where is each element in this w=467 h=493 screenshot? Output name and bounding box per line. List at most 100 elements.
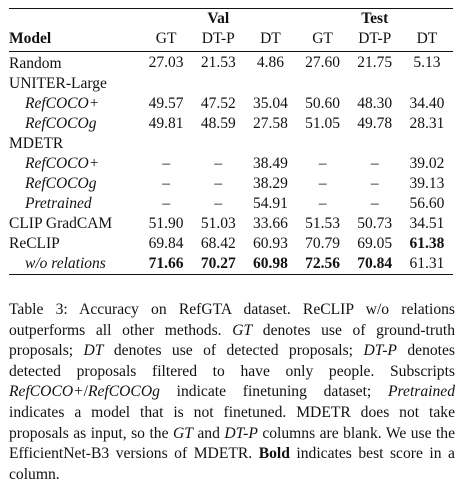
table-cell: 48.59 — [200, 115, 236, 132]
table-row: RefCOCO+ – – 38.49 – – 39.02 — [9, 154, 453, 174]
caption-term-gt: GT — [232, 321, 253, 339]
table-cell: 49.78 — [357, 115, 393, 132]
table-cell: 71.66 — [140, 254, 193, 275]
table-cell: – — [370, 195, 379, 212]
table-cell: 51.03 — [200, 215, 236, 232]
table-cell: 33.66 — [252, 215, 288, 232]
group-header-row: Val Test — [9, 8, 453, 29]
table-cell: 61.38 — [409, 235, 445, 252]
table-cell: 68.42 — [200, 235, 236, 252]
table-cell: 69.84 — [148, 235, 184, 252]
table-cell: 54.91 — [252, 195, 288, 212]
group-header-test: Test — [296, 8, 453, 29]
row-label: RefCOCOg — [25, 115, 97, 132]
results-table: Val Test Model GT DT-P DT GT DT-P DT Ran… — [9, 8, 453, 275]
row-label: RefCOCOg — [25, 175, 97, 192]
table-cell: 60.98 — [244, 254, 297, 275]
table-cell: 39.02 — [409, 155, 445, 172]
caption-text: columns are blank. We use the EfficientN… — [9, 424, 456, 463]
table-cell: – — [214, 195, 223, 212]
row-label: Pretrained — [25, 195, 92, 212]
column-header-test-dtp: DT-P — [348, 29, 401, 52]
table-cell: 34.51 — [409, 215, 445, 232]
caption-text: / — [83, 383, 88, 401]
group-header-val: Val — [140, 8, 297, 29]
table-cell: 4.86 — [256, 54, 284, 71]
row-label: Random — [9, 55, 62, 72]
table-cell: 50.60 — [305, 95, 341, 112]
table-row: UNITER-Large — [9, 74, 453, 94]
table-cell: 56.60 — [409, 195, 445, 212]
table-cell: 38.29 — [252, 175, 288, 192]
table-cell — [349, 74, 401, 94]
table-cell: 48.30 — [357, 95, 393, 112]
table-cell: 70.84 — [348, 254, 401, 275]
table-cell: 70.27 — [192, 254, 245, 275]
table-cell — [401, 134, 453, 154]
table-cell: 39.13 — [409, 175, 445, 192]
table-row: CLIP GradCAM 51.90 51.03 33.66 51.53 50.73 34.… — [9, 214, 453, 234]
row-label: UNITER-Large — [9, 75, 107, 92]
table-cell: 27.03 — [148, 54, 184, 71]
table-cell — [244, 134, 296, 154]
table-cell — [244, 74, 296, 94]
table-cell — [192, 134, 244, 154]
table-cell: – — [214, 175, 223, 192]
table-cell: 72.56 — [296, 254, 349, 275]
table-row: w/o relations 71.66 70.27 60.98 72.56 70.84 61… — [9, 254, 453, 275]
caption-term-gt: GT — [172, 424, 193, 442]
table-cell: 69.05 — [357, 235, 393, 252]
table-cell: 49.81 — [148, 115, 184, 132]
table-cell: 49.57 — [148, 95, 184, 112]
table-row: RefCOCO+ 49.57 47.52 35.04 50.60 48.30 34.40 — [9, 94, 453, 114]
table-cell — [297, 74, 349, 94]
table-cell: 51.05 — [305, 115, 341, 132]
caption-text: indicates a model that is not finetuned.… — [9, 403, 455, 442]
table-row: ReCLIP 69.84 68.42 60.93 70.79 69.05 61.38 — [9, 234, 453, 254]
table-cell: 27.58 — [252, 115, 288, 132]
table-cell: 60.93 — [252, 235, 288, 252]
table-cell: 50.73 — [357, 215, 393, 232]
table-cell: – — [370, 175, 379, 192]
table-cell: 51.53 — [305, 215, 341, 232]
caption-text: denotes use of detected proposals; — [103, 342, 364, 360]
row-label: w/o relations — [9, 254, 141, 275]
table-cell: 28.31 — [409, 115, 445, 132]
caption-text: and — [192, 424, 225, 442]
caption-term-dtp: DT-P — [363, 342, 397, 360]
table-cell: – — [162, 195, 170, 212]
column-header-val-dtp: DT-P — [192, 29, 245, 52]
caption-text: indicate finetuning dataset; — [159, 383, 389, 401]
table-cell: 35.04 — [252, 95, 288, 112]
table-cell — [349, 134, 401, 154]
column-header-model: Model — [9, 29, 141, 52]
table-cell: – — [370, 155, 379, 172]
table-cell: – — [162, 155, 170, 172]
table-row: Random 27.03 21.53 4.86 27.60 21.75 5.13 — [9, 52, 453, 75]
table-cell: – — [214, 155, 223, 172]
table-row: Pretrained – – 54.91 – – 56.60 — [9, 194, 453, 214]
caption-text: denotes use of ground-truth proposals; — [9, 321, 455, 360]
table-cell — [140, 74, 192, 94]
caption-term-bold: Bold — [258, 445, 290, 463]
table-cell: – — [162, 175, 170, 192]
table-cell: 51.90 — [148, 215, 184, 232]
table-row: MDETR — [9, 134, 453, 154]
caption-text: indicates best score in a column. — [9, 445, 455, 483]
row-label: CLIP GradCAM — [9, 215, 113, 232]
table-cell: 61.31 — [400, 254, 453, 275]
table-cell — [297, 134, 349, 154]
caption-term-refcocog: RefCOCOg — [87, 383, 160, 401]
column-header-test-gt: GT — [296, 29, 349, 52]
column-header-val-gt: GT — [140, 29, 193, 52]
caption-text: denotes detected proposals filtered to h… — [9, 342, 455, 380]
table-cell: 21.53 — [200, 54, 236, 71]
table-cell — [401, 74, 453, 94]
table-cell — [192, 74, 244, 94]
row-label: ReCLIP — [9, 235, 60, 252]
caption-term-dtp: DT-P — [224, 424, 258, 442]
table-cell: 5.13 — [413, 54, 441, 71]
caption-term-dt: DT — [83, 342, 104, 360]
table-cell — [140, 134, 192, 154]
